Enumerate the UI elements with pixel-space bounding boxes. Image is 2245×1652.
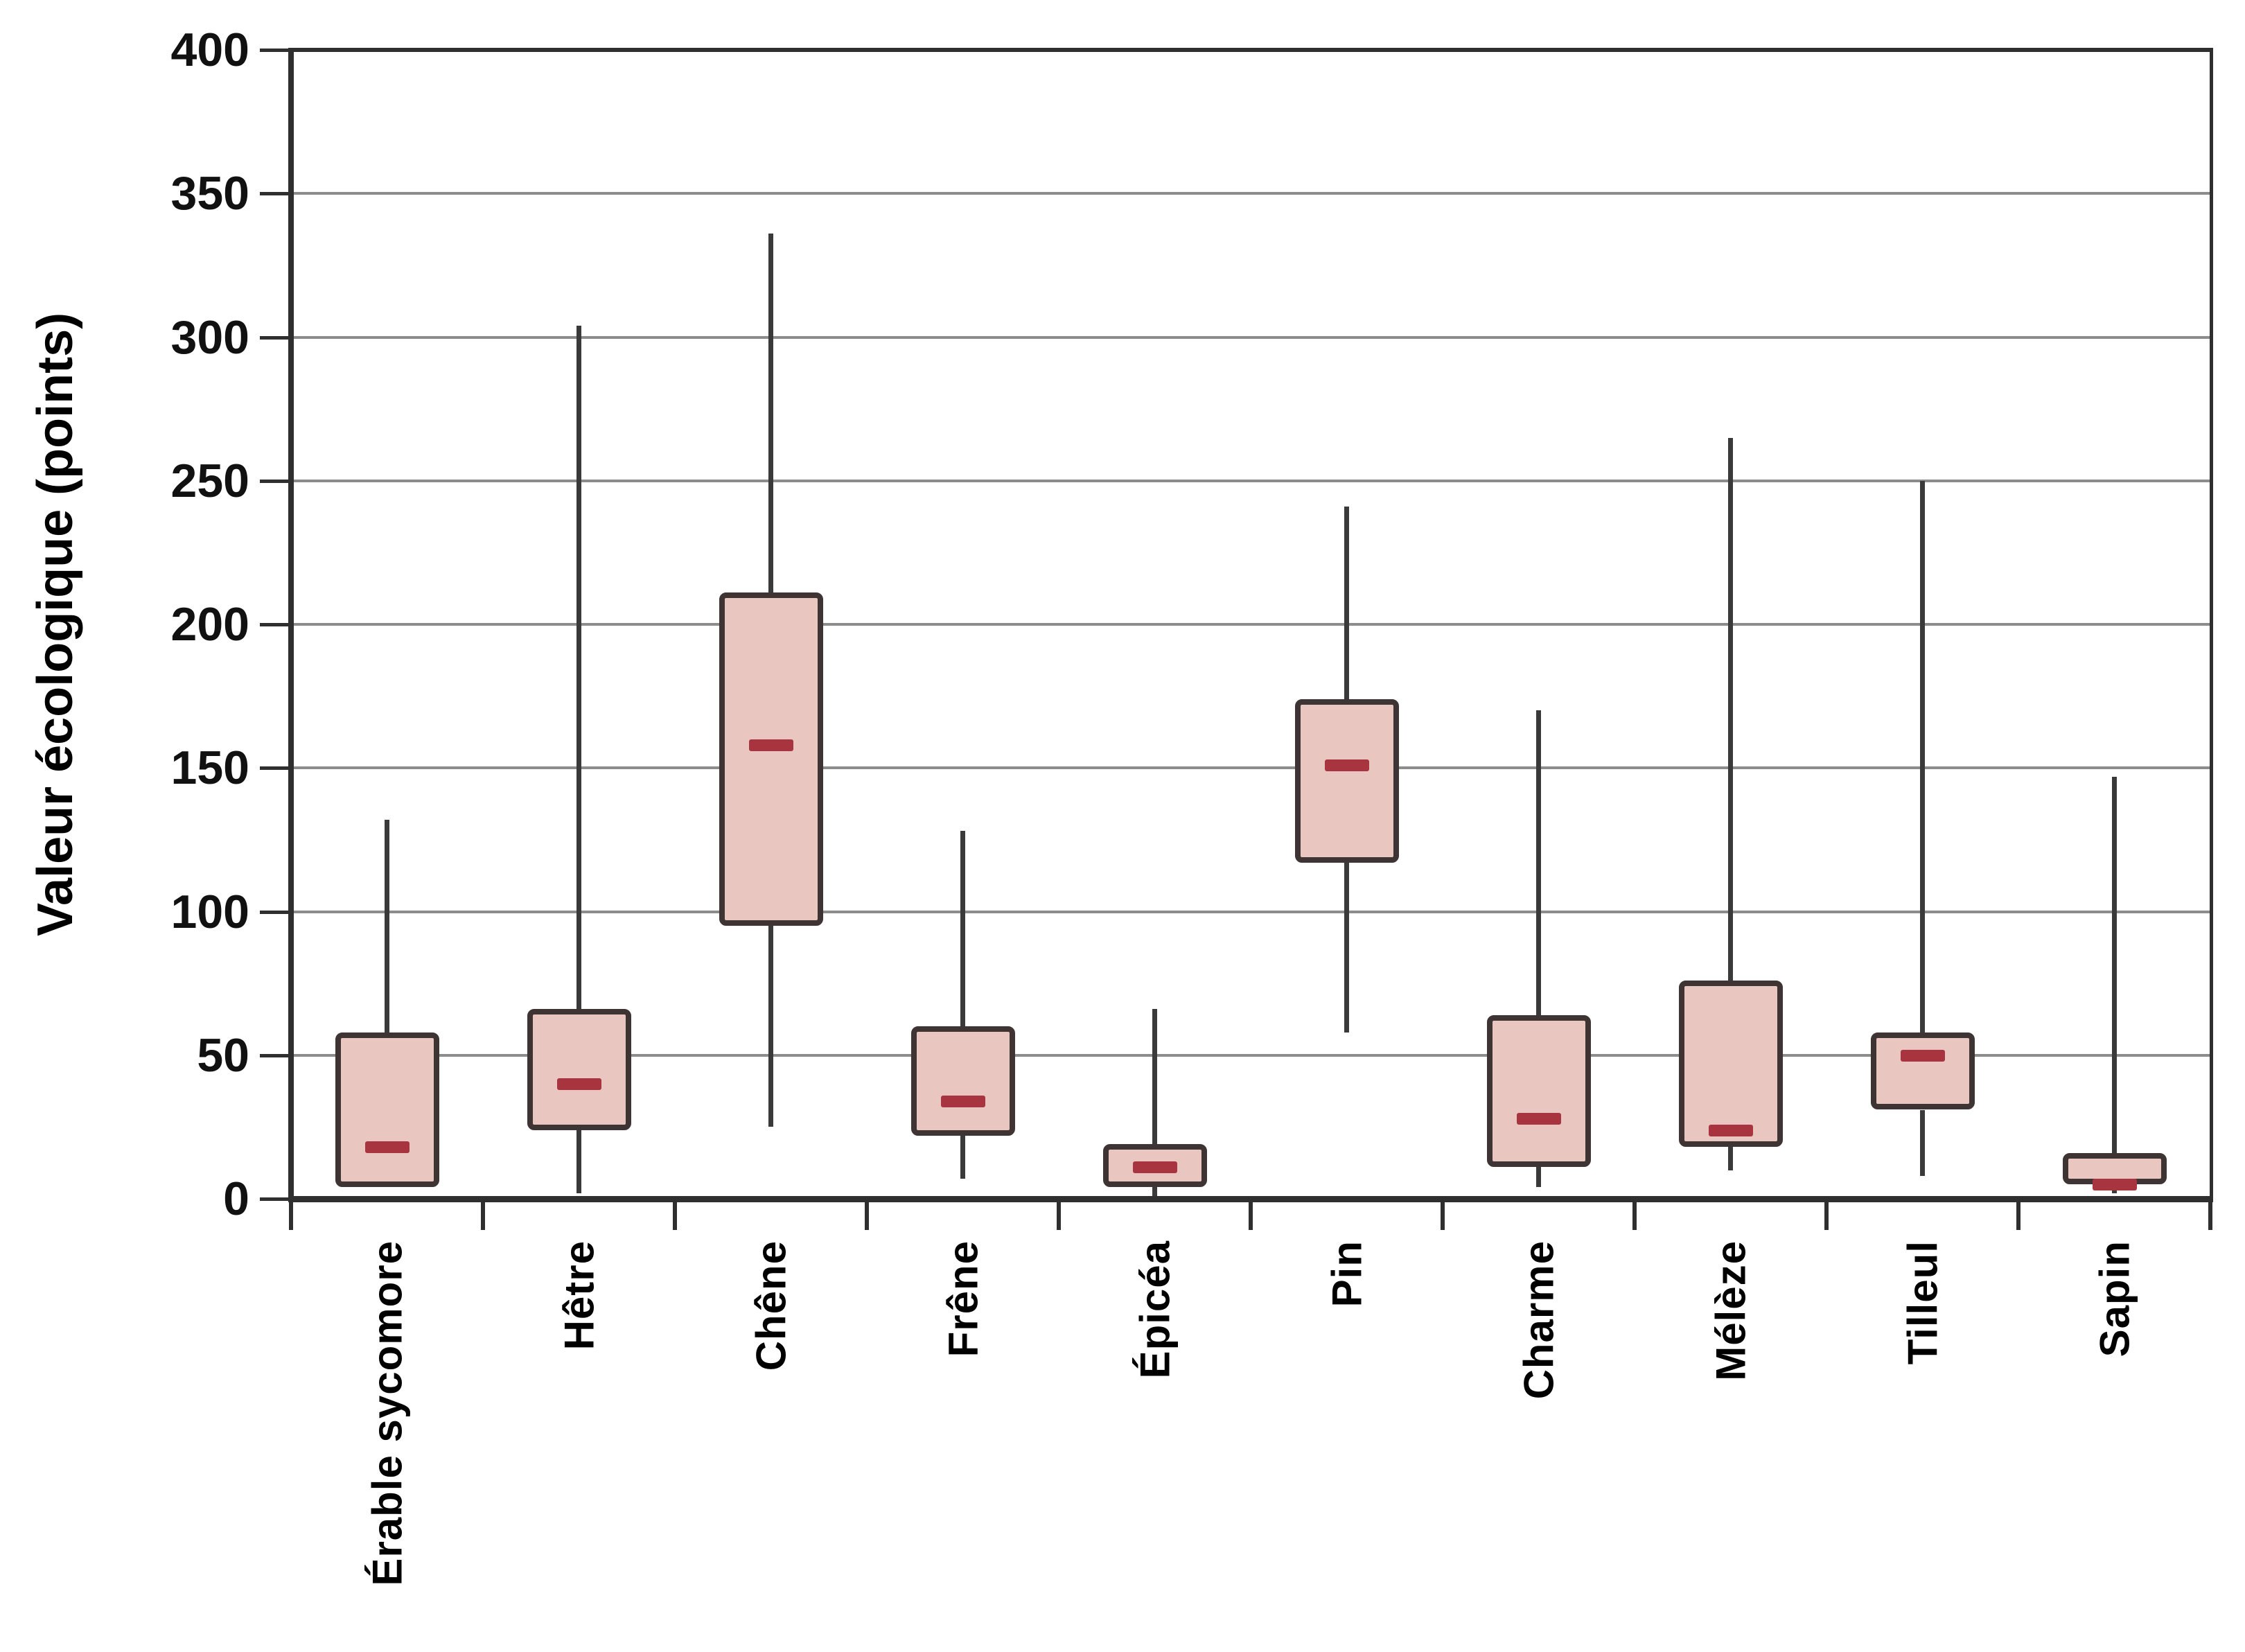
whisker-upper [960,831,965,1027]
whisker-lower [1344,863,1349,1032]
y-tick-label-250: 250 [170,454,249,507]
whisker-lower [960,1135,965,1179]
x-tick-7 [1632,1199,1637,1230]
y-tick-label-150: 150 [170,741,249,795]
whisker-lower [1728,1147,1733,1170]
x-category-label: Hêtre [556,1240,602,1351]
y-tick-200 [260,623,291,626]
y-tick-label-200: 200 [170,598,249,651]
gridline-50 [291,1053,2210,1057]
x-category-label: Charme [1515,1240,1562,1400]
x-tick-6 [1441,1199,1445,1230]
gridline-100 [291,910,2210,913]
y-tick-0 [260,1197,291,1201]
median-line [748,739,793,752]
median-line [1900,1049,1945,1062]
x-category-label: Tilleul [1899,1240,1946,1365]
x-category-label: Pin [1323,1240,1370,1308]
median-line [556,1078,601,1091]
x-tick-0 [289,1199,293,1230]
x-tick-2 [673,1199,677,1230]
y-tick-100 [260,910,291,914]
whisker-lower [1536,1167,1541,1188]
gridline-150 [291,766,2210,770]
gridline-350 [291,192,2210,195]
x-category-label: Chêne [748,1240,794,1371]
median-line [2092,1179,2137,1191]
x-category-label: Frêne [940,1240,986,1357]
border-top [288,48,2213,52]
box [1870,1032,1975,1110]
y-tick-250 [260,479,291,483]
x-category-label: Érable sycomore [364,1240,410,1586]
y-tick-150 [260,766,291,771]
median-line [1132,1161,1177,1174]
x-tick-9 [2016,1199,2020,1230]
box [1294,698,1399,863]
median-line [1516,1112,1561,1125]
whisker-upper [1728,437,1733,981]
whisker-lower [1920,1109,1925,1176]
y-tick-label-400: 400 [170,24,249,76]
y-tick-label-350: 350 [170,167,249,220]
box [910,1026,1015,1136]
y-tick-50 [260,1053,291,1057]
border-right [2210,48,2213,1201]
y-tick-label-300: 300 [170,310,249,364]
x-tick-5 [1249,1199,1253,1230]
box [1486,1014,1591,1168]
whisker-upper [1344,507,1349,699]
whisker-upper [576,325,581,1010]
x-tick-8 [1824,1199,1829,1230]
y-tick-350 [260,192,291,196]
y-tick-300 [260,335,291,340]
median-line [364,1141,410,1154]
whisker-upper [1920,480,1925,1032]
x-tick-3 [865,1199,869,1230]
axis-left [288,48,294,1201]
median-line [1324,759,1369,772]
x-tick-4 [1057,1199,1061,1230]
x-category-label: Épicéa [1132,1240,1178,1379]
y-axis-title: Valeur écologique (points) [28,312,83,937]
whisker-lower [1152,1187,1157,1196]
y-tick-400 [260,49,291,52]
y-tick-label-50: 50 [197,1028,249,1082]
whisker-upper [2112,776,2117,1153]
whisker-upper [768,234,773,593]
gridline-300 [291,335,2210,339]
x-tick-10 [2208,1199,2212,1230]
gridline-200 [291,623,2210,626]
whisker-lower [768,926,773,1127]
median-line [1708,1124,1753,1136]
y-tick-label-0: 0 [223,1172,249,1225]
x-tick-1 [481,1199,485,1230]
box [527,1009,631,1130]
gridline-250 [291,479,2210,482]
box [335,1032,439,1188]
box [1678,980,1783,1148]
x-category-label: Mélèze [1707,1240,1754,1381]
whisker-lower [576,1130,581,1193]
whisker-upper [385,819,389,1032]
box [719,592,823,926]
whisker-upper [1152,1009,1157,1145]
x-category-label: Sapin [2091,1240,2138,1357]
y-tick-label-100: 100 [170,885,249,938]
median-line [940,1096,985,1108]
whisker-upper [1536,710,1541,1015]
